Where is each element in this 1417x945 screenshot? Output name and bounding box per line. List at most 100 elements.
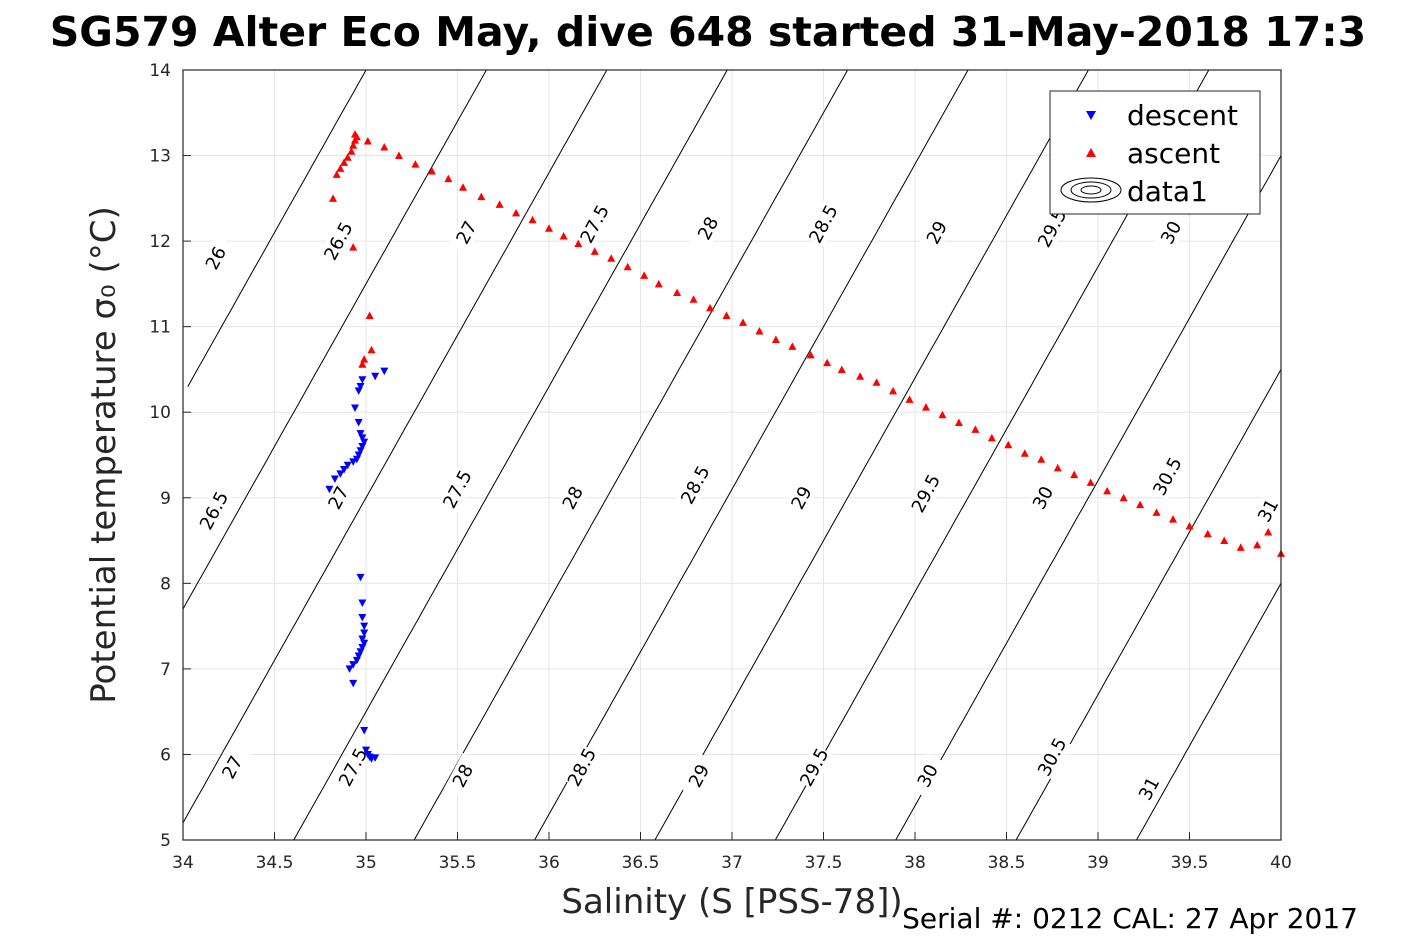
ascent-point — [1037, 455, 1046, 463]
ascent-point — [1264, 528, 1273, 536]
ascent-point — [806, 350, 815, 359]
ascent-point — [358, 360, 367, 368]
legend: descent ascent data1 — [1049, 90, 1261, 215]
ascent-point — [380, 143, 389, 151]
ascent-point — [495, 200, 504, 208]
x-tick-label: 35.5 — [439, 853, 477, 873]
ascent-point — [559, 231, 568, 240]
ascent-point — [872, 378, 881, 386]
descent-point — [360, 438, 369, 447]
ascent-point — [623, 262, 632, 271]
contour-label-bg — [553, 474, 592, 521]
descent-point — [352, 455, 361, 464]
ascent-point — [347, 147, 356, 155]
contour-label-bg — [795, 744, 834, 791]
x-tick-label: 35 — [355, 853, 377, 873]
ascent-point — [905, 395, 914, 403]
contour-label-bg — [319, 474, 358, 521]
ascent-point — [1004, 440, 1013, 449]
x-tick-label: 36 — [538, 853, 560, 873]
contour-label-bg — [562, 744, 602, 791]
ascent-point — [528, 215, 537, 224]
contour-label-bg — [917, 209, 957, 256]
contour-label-bg — [443, 753, 483, 799]
ascent-point — [1253, 540, 1262, 549]
ascent-point — [607, 254, 616, 262]
y-tick-label: 5 — [160, 831, 171, 851]
contour-label-bg — [1033, 734, 1072, 780]
ascent-point — [394, 151, 403, 160]
y-tick-label: 11 — [149, 318, 171, 338]
legend-data1-label: data1 — [1127, 175, 1208, 208]
descent-point — [352, 656, 361, 665]
descent-point — [356, 430, 365, 438]
descent-point — [360, 639, 369, 648]
ascent-point — [889, 386, 898, 395]
legend-descent-marker — [1086, 111, 1096, 120]
x-tick-label: 34 — [172, 853, 194, 873]
ascent-point — [1086, 478, 1095, 486]
contour-label-bg — [438, 466, 477, 513]
ascent-point — [755, 326, 764, 335]
descent-point — [356, 447, 365, 455]
descent-point — [371, 372, 380, 381]
descent-point — [349, 679, 358, 688]
ascent-point — [1070, 470, 1079, 479]
ascent-point — [722, 311, 731, 320]
legend-ascent-label: ascent — [1127, 137, 1220, 170]
descent-point — [345, 665, 354, 673]
contour-label-bg — [689, 205, 728, 252]
legend-descent-label: descent — [1127, 99, 1238, 132]
contour-line-30 — [895, 155, 1282, 841]
descent-point — [358, 376, 367, 384]
contour-label-bg — [1152, 209, 1191, 256]
descent-point — [356, 383, 365, 391]
ascent-point — [1185, 522, 1194, 530]
ascent-point — [837, 365, 846, 373]
ascent-point — [738, 318, 747, 326]
ascent-point — [329, 194, 338, 202]
contour-label-bg — [1023, 474, 1063, 521]
contour-label-bg — [679, 753, 719, 799]
x-tick-label: 38.5 — [988, 853, 1026, 873]
descent-point — [354, 451, 363, 459]
contour-line-28 — [413, 69, 849, 841]
x-tick-label: 39 — [1087, 853, 1109, 873]
ascent-point — [987, 433, 996, 442]
y-axis-label: Potential temperature σ₀ (°C) — [84, 206, 124, 704]
ascent-point — [654, 279, 663, 288]
ascent-point — [332, 170, 341, 178]
ascent-point — [771, 335, 780, 343]
x-tick-label: 37 — [721, 853, 743, 873]
contour-label-bg — [575, 201, 614, 247]
ascent-point — [1152, 508, 1161, 516]
descent-point — [358, 599, 367, 608]
descent-point — [349, 458, 358, 466]
descent-series — [325, 367, 389, 763]
y-tick-label: 13 — [149, 147, 171, 167]
contour-label-bg — [782, 474, 821, 521]
ascent-point — [444, 174, 453, 183]
ascent-point — [590, 247, 599, 255]
ascent-point — [365, 311, 374, 320]
descent-point — [356, 648, 365, 656]
y-tick-label: 10 — [149, 403, 171, 423]
ascent-point — [673, 288, 682, 296]
contour-label-bg — [1033, 205, 1072, 252]
descent-point — [362, 746, 370, 755]
contour-label-bg — [195, 487, 234, 534]
descent-point — [358, 614, 367, 622]
ascent-series — [329, 130, 1285, 557]
ascent-point — [938, 410, 947, 419]
descent-point — [358, 434, 367, 442]
ascent-point — [921, 403, 930, 411]
ascent-point — [1136, 500, 1145, 509]
descent-point — [360, 622, 369, 631]
x-tick-label: 38 — [904, 853, 926, 873]
ascent-point — [706, 303, 715, 312]
y-tick-label: 12 — [149, 232, 171, 252]
descent-point — [360, 726, 369, 735]
contour-label-bg — [908, 753, 947, 799]
descent-point — [343, 461, 352, 470]
